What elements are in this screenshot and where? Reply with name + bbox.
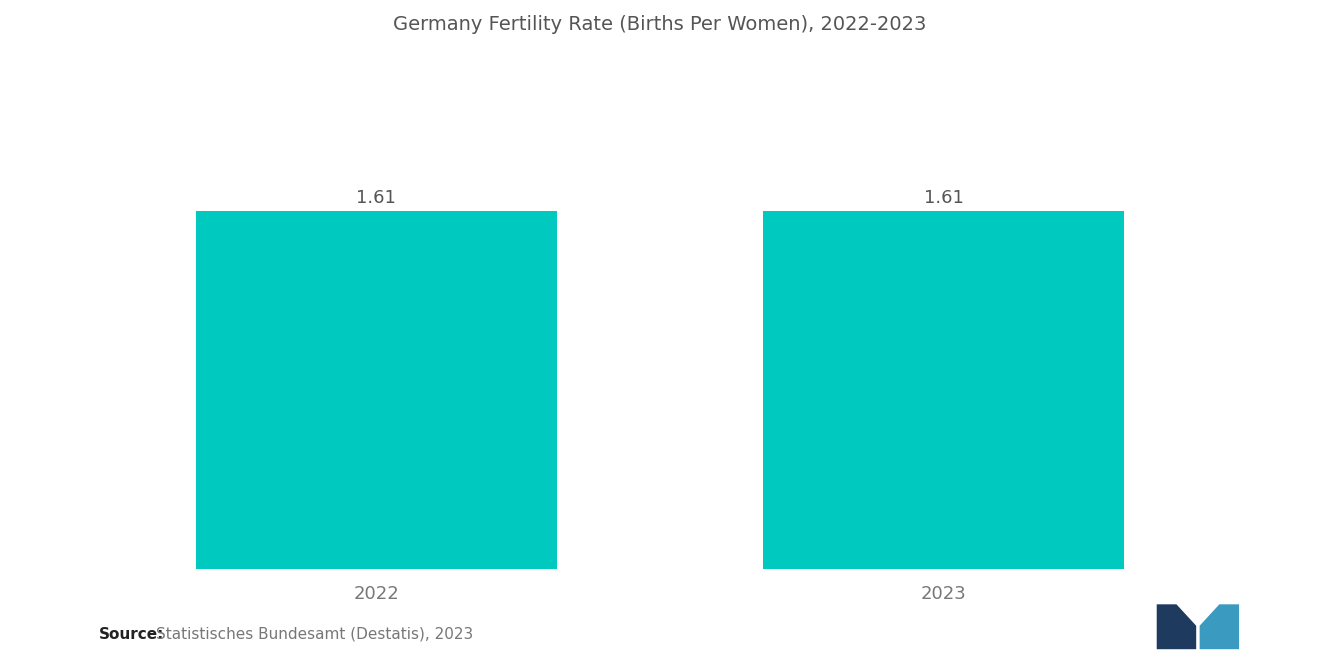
Text: 1.61: 1.61 [924,189,964,207]
Bar [195,211,557,569]
Bar [763,211,1125,569]
Polygon shape [1156,604,1196,649]
Polygon shape [1200,604,1239,649]
Text: 1.61: 1.61 [356,189,396,207]
Text: Source:: Source: [99,626,165,642]
Text: Statistisches Bundesamt (Destatis), 2023: Statistisches Bundesamt (Destatis), 2023 [156,626,473,642]
Title: Germany Fertility Rate (Births Per Women), 2022-2023: Germany Fertility Rate (Births Per Women… [393,15,927,34]
